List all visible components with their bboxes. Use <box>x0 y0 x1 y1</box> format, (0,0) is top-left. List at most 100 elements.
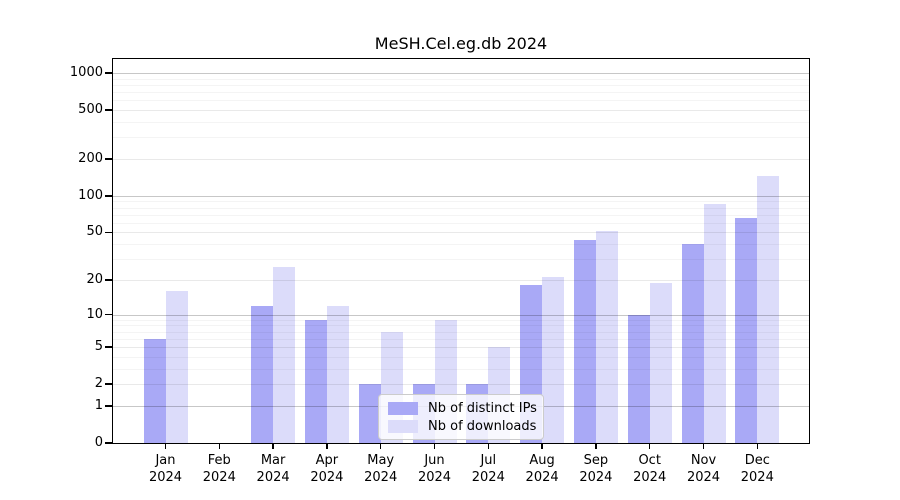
bar-downloads-mar <box>273 266 296 443</box>
y-tick-label-200: 200 <box>78 150 103 166</box>
legend-item-downloads: Nb of downloads <box>388 418 536 434</box>
gridline-10 <box>113 314 809 316</box>
x-tick-year: 2024 <box>633 470 667 485</box>
y-tick-mark-0 <box>105 442 112 444</box>
x-tick-mark-apr <box>326 444 328 449</box>
bar-downloads-nov <box>703 204 726 443</box>
x-tick-mark-mar <box>272 444 274 449</box>
y-tick-label-1000: 1000 <box>69 65 103 80</box>
x-tick-label-aug: Aug 2024 <box>510 452 574 486</box>
y-tick-label-5: 5 <box>94 339 103 355</box>
x-tick-month: Jan <box>155 453 176 468</box>
x-tick-mark-oct <box>649 444 651 449</box>
x-tick-label-feb: Feb 2024 <box>187 452 251 486</box>
x-tick-year: 2024 <box>525 470 559 485</box>
legend-item-distinct-ips: Nb of distinct IPs <box>388 400 537 416</box>
gridline-minor <box>113 121 809 123</box>
y-tick-mark-2 <box>105 383 112 385</box>
gridline-minor <box>113 78 809 80</box>
legend: Nb of distinct IPs Nb of downloads <box>378 394 544 440</box>
x-tick-mark-aug <box>541 444 543 449</box>
x-tick-year: 2024 <box>740 470 774 485</box>
x-tick-label-nov: Nov 2024 <box>672 452 736 486</box>
y-tick-mark-50 <box>105 231 112 234</box>
bar-distinct-ips-apr <box>304 319 327 443</box>
bar-downloads-jan <box>165 291 188 443</box>
bar-downloads-aug <box>542 277 565 443</box>
x-tick-year: 2024 <box>256 470 290 485</box>
x-tick-year: 2024 <box>471 470 505 485</box>
y-tick-label-2: 2 <box>94 376 103 392</box>
y-tick-mark-20 <box>105 279 112 281</box>
x-tick-year: 2024 <box>579 470 613 485</box>
x-tick-month: Nov <box>690 453 717 468</box>
x-tick-mark-may <box>380 444 382 449</box>
y-tick-label-1: 1 <box>94 397 103 413</box>
gridline-500 <box>113 110 809 112</box>
chart-title: MeSH.Cel.eg.db 2024 <box>374 34 548 53</box>
x-tick-label-oct: Oct 2024 <box>618 452 682 486</box>
gridline-50 <box>113 232 809 234</box>
x-tick-month: Jul <box>480 453 497 468</box>
x-tick-month: May <box>367 453 395 468</box>
gridline-minor <box>113 244 809 246</box>
bar-distinct-ips-sep <box>573 240 596 443</box>
gridline-minor <box>113 331 809 333</box>
legend-swatch-distinct-ips <box>388 401 418 415</box>
gridline-minor <box>113 319 809 321</box>
legend-swatch-downloads <box>388 419 418 433</box>
x-tick-month: Apr <box>315 453 339 468</box>
bar-distinct-ips-oct <box>627 314 650 443</box>
x-tick-label-apr: Apr 2024 <box>295 452 359 486</box>
x-tick-label-jan: Jan 2024 <box>134 452 198 486</box>
x-tick-label-may: May 2024 <box>349 452 413 486</box>
x-tick-mark-jul <box>487 444 489 449</box>
gridline-100 <box>113 195 809 197</box>
gridline-minor <box>113 137 809 139</box>
x-tick-month: Mar <box>260 453 286 468</box>
x-tick-mark-jan <box>164 444 167 449</box>
y-tick-label-0: 0 <box>94 435 103 450</box>
y-tick-mark-5 <box>105 346 112 348</box>
gridline-200 <box>113 158 809 160</box>
x-tick-year: 2024 <box>686 470 721 485</box>
x-tick-month: Feb <box>207 453 231 468</box>
bar-downloads-oct <box>649 282 672 443</box>
gridline-minor <box>113 356 809 358</box>
x-tick-month: Sep <box>583 453 609 468</box>
gridline-1000 <box>113 73 809 74</box>
bar-downloads-apr <box>326 305 349 443</box>
gridline-minor <box>113 92 809 94</box>
x-tick-year: 2024 <box>148 470 183 485</box>
legend-label-distinct-ips: Nb of distinct IPs <box>428 400 537 416</box>
y-tick-mark-100 <box>105 195 112 197</box>
y-tick-label-10: 10 <box>86 306 103 322</box>
x-tick-mark-feb <box>218 444 220 449</box>
bar-downloads-dec <box>757 176 780 443</box>
bar-distinct-ips-dec <box>735 217 758 443</box>
y-tick-label-500: 500 <box>78 102 103 118</box>
x-tick-label-dec: Dec 2024 <box>725 452 789 486</box>
y-tick-label-20: 20 <box>86 271 103 287</box>
x-tick-month: Jun <box>424 453 445 468</box>
x-tick-mark-nov <box>702 444 705 449</box>
y-tick-label-50: 50 <box>86 224 103 240</box>
x-tick-mark-dec <box>756 444 758 449</box>
gridline-20 <box>113 279 809 281</box>
plot-area <box>112 58 810 444</box>
bar-distinct-ips-may <box>358 384 381 443</box>
x-tick-label-mar: Mar 2024 <box>241 452 305 486</box>
x-tick-year: 2024 <box>417 470 452 485</box>
bar-downloads-sep <box>595 231 618 443</box>
gridline-minor <box>113 222 809 224</box>
bar-distinct-ips-nov <box>681 244 704 443</box>
gridline-2 <box>113 384 809 386</box>
bar-distinct-ips-jan <box>143 338 166 443</box>
gridline-minor <box>113 368 809 370</box>
gridline-minor <box>113 207 809 209</box>
x-tick-month: Aug <box>529 453 555 468</box>
gridline-minor <box>113 214 809 216</box>
x-tick-mark-jun <box>433 444 436 449</box>
gridline-minor <box>113 338 809 340</box>
